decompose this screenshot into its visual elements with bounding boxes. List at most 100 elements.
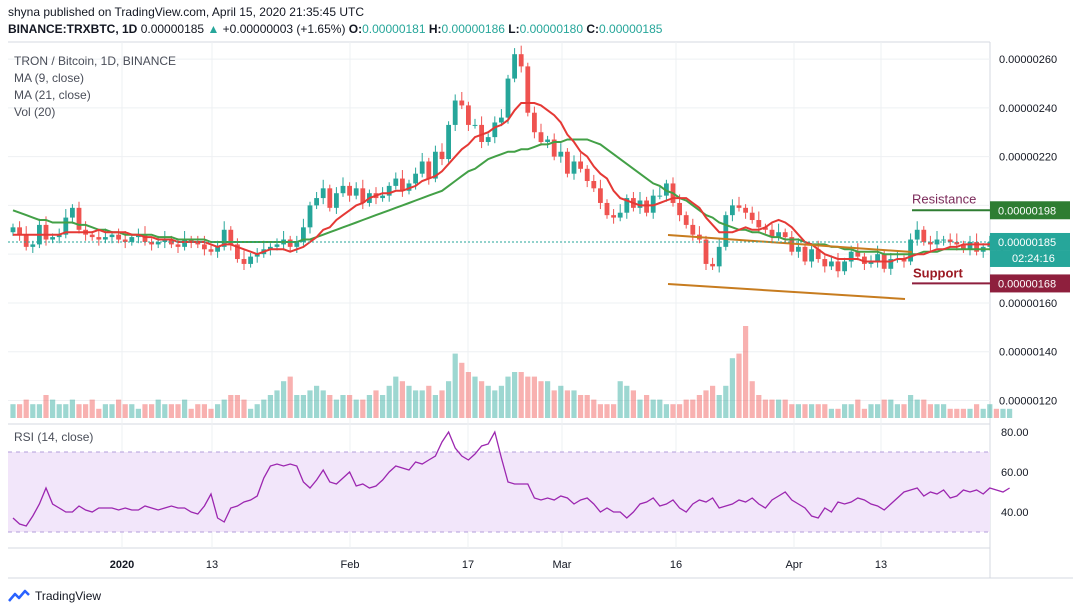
- volume-bar: [749, 381, 755, 418]
- volume-bar: [696, 395, 702, 418]
- volume-bar: [56, 404, 62, 418]
- volume-bar: [254, 404, 260, 418]
- candle-body: [822, 259, 828, 267]
- candle-body: [657, 195, 663, 197]
- volume-bar: [116, 399, 122, 418]
- candle-body: [703, 239, 709, 264]
- volume-bar: [439, 390, 445, 418]
- candle-body: [690, 224, 696, 235]
- volume-bar: [406, 385, 412, 418]
- candle-body: [961, 244, 966, 250]
- candle-body: [254, 254, 260, 257]
- volume-bar: [459, 362, 465, 418]
- volume-bar: [340, 395, 346, 418]
- candle-body: [30, 244, 36, 247]
- candle-body: [551, 139, 557, 157]
- volume-bar: [267, 395, 273, 418]
- high-label: H:: [428, 22, 442, 36]
- y-tick-label: 0.00000160: [999, 298, 1057, 310]
- volume-bar: [657, 399, 663, 418]
- channel-upper: [667, 234, 913, 253]
- candle-body: [835, 261, 841, 272]
- candle-body: [466, 105, 471, 125]
- volume-bar: [677, 404, 683, 418]
- moving-averages: [12, 102, 1010, 263]
- volume-bar: [386, 385, 392, 418]
- candle-body: [472, 124, 478, 126]
- volume-bar: [637, 399, 643, 418]
- volume-bar: [842, 404, 848, 418]
- volume-bar: [908, 395, 914, 418]
- candle-body: [433, 151, 438, 179]
- volume-bar: [485, 385, 491, 418]
- footer-brand[interactable]: TradingView: [35, 589, 102, 603]
- volume-bar: [782, 399, 788, 418]
- volume-bar: [446, 381, 452, 418]
- candle-body: [710, 263, 715, 267]
- candle-body: [868, 261, 874, 264]
- candle-body: [499, 117, 504, 123]
- volume-bar: [974, 404, 980, 418]
- volume-bar: [294, 395, 300, 418]
- countdown-bg: [990, 250, 1070, 267]
- y-tick-label: 0.00000240: [999, 103, 1057, 115]
- volume-bar: [393, 376, 399, 418]
- volume-bar: [584, 395, 590, 418]
- volume-bar: [287, 376, 293, 418]
- candle-body: [301, 227, 306, 242]
- volume-bar: [17, 404, 23, 418]
- candle-body: [208, 249, 214, 252]
- legend-rsi[interactable]: RSI (14, close): [14, 430, 94, 444]
- x-tick-label: 13: [875, 559, 887, 571]
- legend-ma21[interactable]: MA (21, close): [14, 88, 91, 102]
- candle-body: [195, 241, 201, 245]
- candle-body: [525, 66, 531, 113]
- candle-body: [175, 244, 181, 247]
- candle-body: [888, 259, 894, 269]
- candle-body: [360, 188, 366, 203]
- volume-bar: [650, 399, 656, 418]
- candle-body: [340, 185, 346, 194]
- volume-bar: [881, 399, 887, 418]
- y-tick-label: 0.00000220: [999, 152, 1057, 164]
- volume-bar: [30, 404, 36, 418]
- volume-bar: [868, 404, 874, 418]
- volume-bar: [776, 399, 782, 418]
- candle-body: [518, 54, 524, 67]
- volume-bar: [578, 395, 584, 418]
- candle-body: [598, 188, 603, 203]
- volume-bar: [96, 408, 102, 418]
- volume-bar: [327, 395, 333, 418]
- volume-bar: [815, 404, 821, 418]
- candle-body: [558, 151, 564, 157]
- support-price-tag: 0.00000168: [998, 278, 1056, 290]
- candle-body: [584, 168, 590, 182]
- volume-bar: [307, 390, 313, 418]
- x-tick-label: Feb: [341, 559, 360, 571]
- volume-bar: [743, 326, 749, 418]
- volume-bar: [228, 395, 234, 418]
- volume-bar: [538, 381, 544, 418]
- volume-bar: [901, 404, 907, 418]
- y-tick-label: 0.00000140: [999, 347, 1057, 359]
- volume-bar: [822, 404, 828, 418]
- rsi-line: [12, 430, 1010, 527]
- candle-body: [842, 261, 847, 272]
- volume-bar: [762, 399, 768, 418]
- volume-bar: [630, 390, 636, 418]
- volume-bar: [492, 390, 498, 418]
- rsi-tick-label: 60.00: [1001, 467, 1029, 479]
- current-price-tag: 0.00000185: [998, 237, 1056, 249]
- candle-body: [908, 239, 913, 262]
- candle-body: [155, 241, 161, 245]
- volume-bar: [855, 399, 861, 418]
- up-arrow-icon: ▲: [207, 22, 220, 36]
- legend-ma9[interactable]: MA (9, close): [14, 71, 85, 85]
- volume-bar: [109, 404, 115, 418]
- candle-body: [617, 212, 623, 218]
- rsi-tick-label: 80.00: [1001, 427, 1029, 439]
- legend-volume[interactable]: Vol (20): [14, 105, 56, 119]
- candle-body: [63, 217, 69, 235]
- symbol: BINANCE:TRXBTC, 1D: [8, 22, 138, 36]
